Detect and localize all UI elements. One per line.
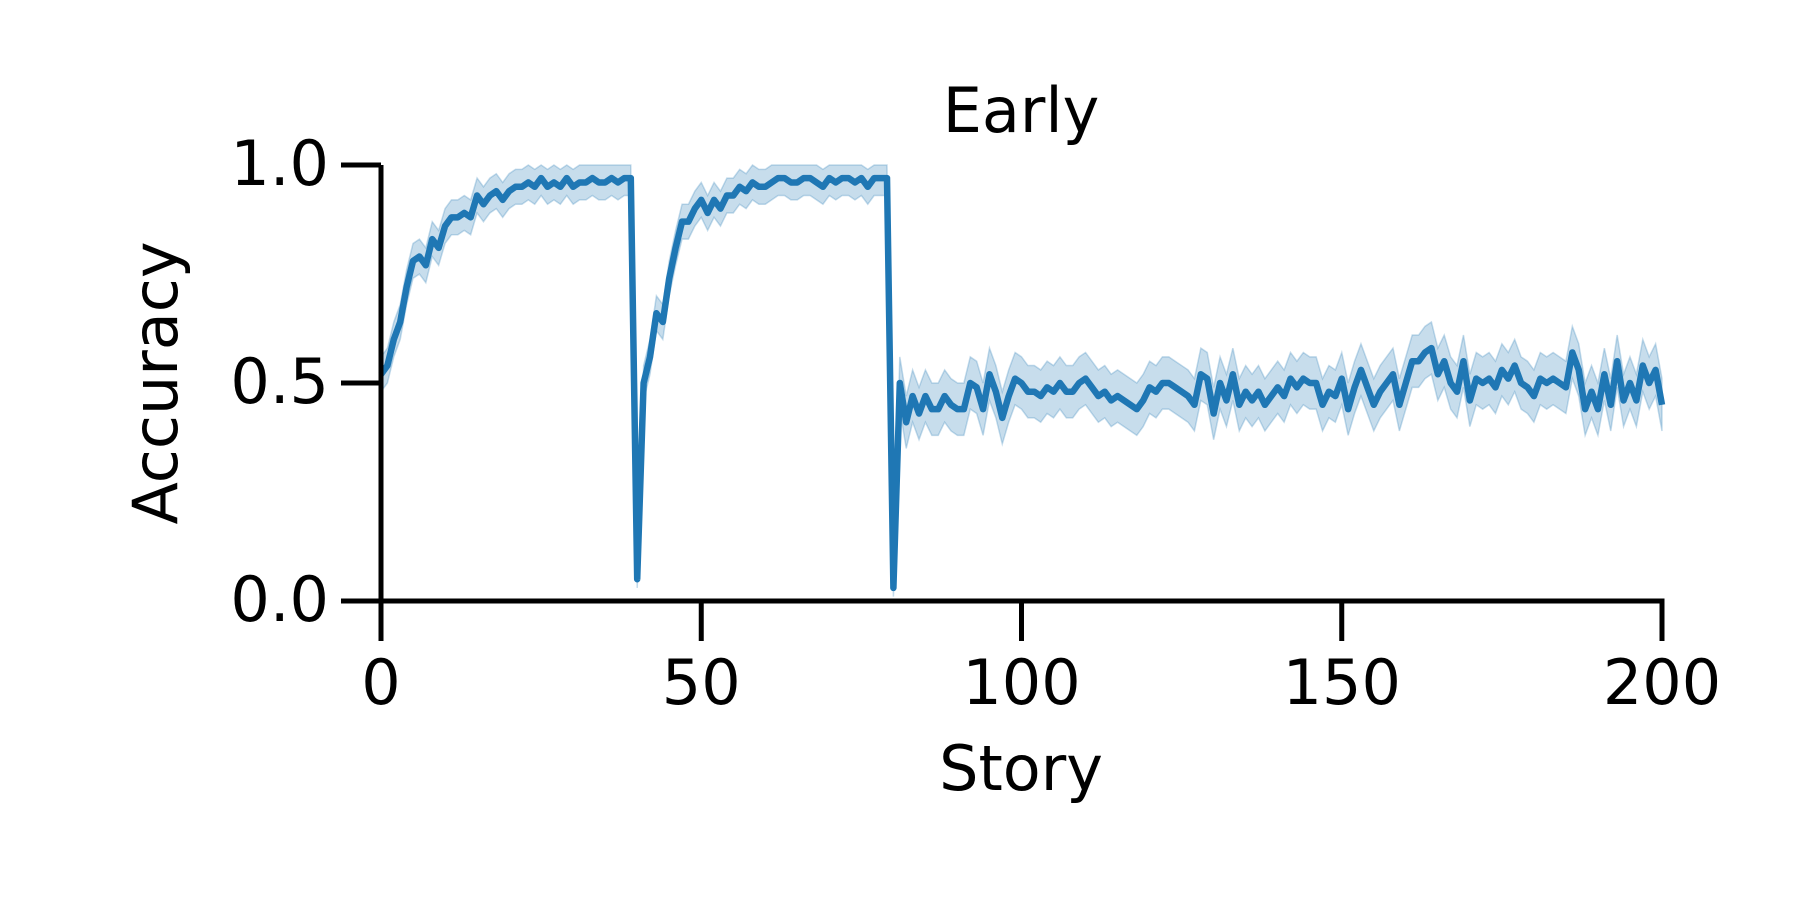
x-axis-label: Story	[939, 732, 1103, 805]
x-tick-label: 200	[1603, 646, 1721, 719]
x-tick-label: 150	[1283, 646, 1401, 719]
y-tick-label: 0.5	[230, 345, 329, 418]
line	[378, 174, 1666, 592]
y-tick-label: 0.0	[230, 563, 329, 636]
chart-title: Early	[943, 74, 1100, 147]
y-tick-label: 1.0	[230, 127, 329, 200]
x-tick-label: 0	[361, 646, 400, 719]
x-tick-label: 50	[662, 646, 741, 719]
x-tick-label: 100	[962, 646, 1080, 719]
y-axis-label: Accuracy	[119, 241, 192, 524]
